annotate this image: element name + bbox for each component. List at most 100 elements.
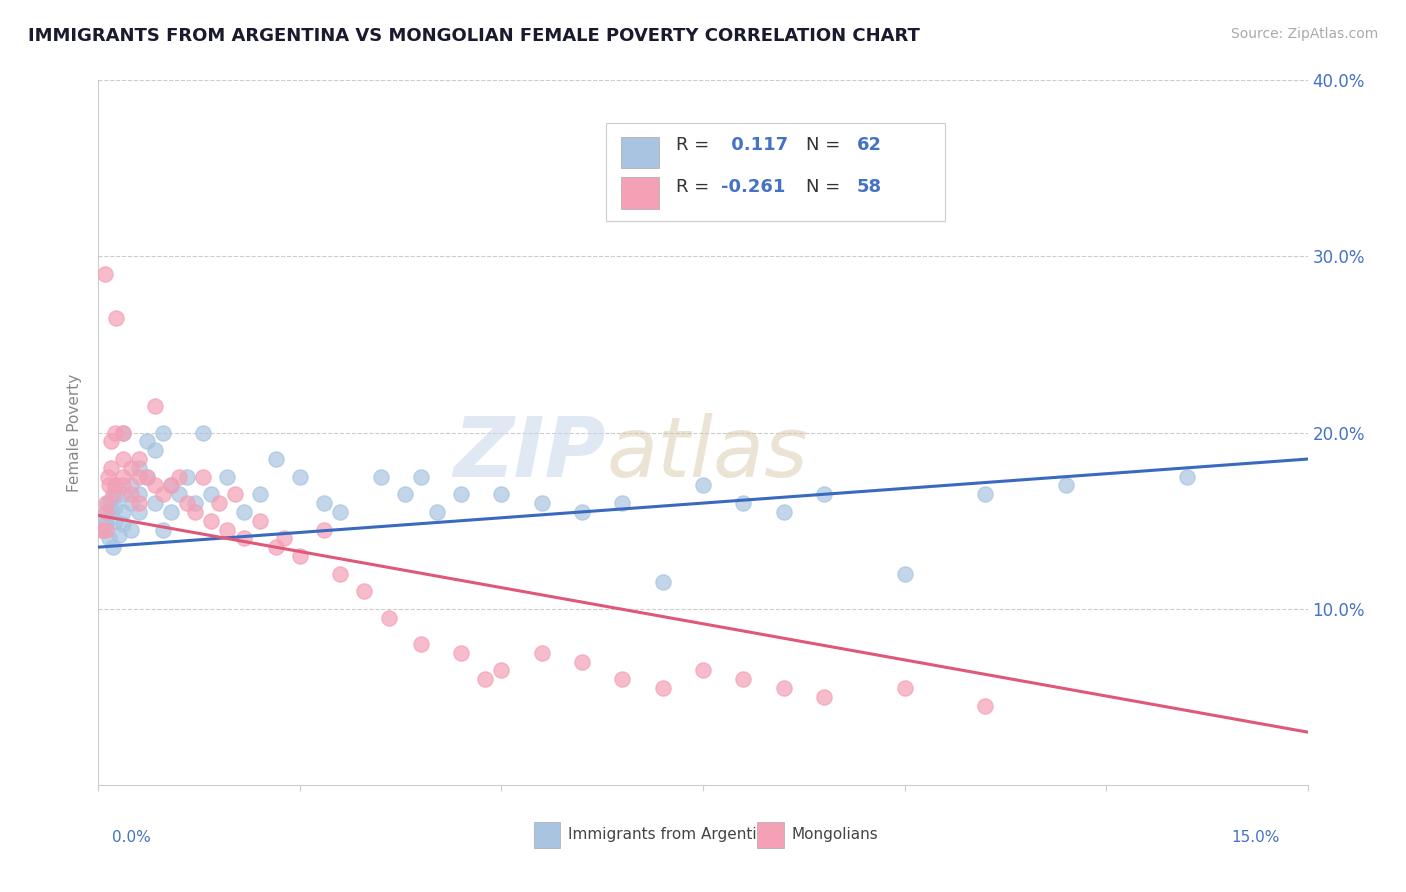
Point <box>120 478 142 492</box>
Text: 0.0%: 0.0% <box>112 830 152 845</box>
Point <box>111 478 134 492</box>
Point <box>91 523 114 537</box>
Point <box>176 469 198 483</box>
Point <box>571 505 593 519</box>
Point <box>772 681 794 695</box>
Point <box>426 505 449 519</box>
Bar <box>621 136 659 169</box>
Point <box>128 460 150 475</box>
Point <box>409 469 432 483</box>
Point <box>612 496 634 510</box>
Point <box>135 469 157 483</box>
Text: 0.117: 0.117 <box>724 136 787 154</box>
Point <box>200 487 222 501</box>
Point <box>813 690 835 704</box>
Point <box>160 478 183 492</box>
Point <box>264 540 287 554</box>
Point <box>377 610 399 624</box>
Point <box>200 514 222 528</box>
Point <box>160 478 183 492</box>
Point <box>167 469 190 483</box>
Point <box>135 469 157 483</box>
Point <box>105 311 128 326</box>
Point <box>111 487 134 501</box>
Text: R =: R = <box>676 136 716 154</box>
Point <box>128 505 150 519</box>
Point <box>353 584 375 599</box>
Bar <box>758 822 785 848</box>
Text: ZIP: ZIP <box>454 413 606 494</box>
Point <box>97 478 120 492</box>
Point <box>571 655 593 669</box>
Point <box>101 487 124 501</box>
Point <box>530 496 553 510</box>
Text: Immigrants from Argentina: Immigrants from Argentina <box>568 827 775 842</box>
Point <box>111 517 134 532</box>
Point <box>184 505 207 519</box>
Point <box>491 487 513 501</box>
Point <box>974 487 997 501</box>
Point <box>128 496 150 510</box>
Point <box>120 523 142 537</box>
Point <box>893 681 915 695</box>
Point <box>152 523 174 537</box>
Point <box>128 469 150 483</box>
Point <box>143 496 166 510</box>
Point <box>103 478 125 492</box>
Point <box>772 505 794 519</box>
Point <box>120 487 142 501</box>
Point <box>651 575 673 590</box>
Point <box>974 698 997 713</box>
Point <box>1054 478 1077 492</box>
Point <box>94 514 117 528</box>
Point <box>111 452 134 467</box>
Point <box>184 496 207 510</box>
Point <box>101 540 124 554</box>
Point <box>217 469 239 483</box>
Point <box>314 496 336 510</box>
Point <box>329 566 352 581</box>
Point <box>97 531 120 545</box>
Point <box>160 505 183 519</box>
Point <box>612 673 634 687</box>
Point <box>135 434 157 449</box>
Y-axis label: Female Poverty: Female Poverty <box>67 374 83 491</box>
Point <box>530 646 553 660</box>
Point <box>143 443 166 458</box>
Point <box>120 496 142 510</box>
Point <box>143 478 166 492</box>
Point <box>249 514 271 528</box>
Point <box>314 523 336 537</box>
Point <box>103 478 125 492</box>
Point <box>96 517 118 532</box>
Text: N =: N = <box>806 178 846 196</box>
Point <box>450 646 472 660</box>
Text: 58: 58 <box>856 178 882 196</box>
Text: -0.261: -0.261 <box>721 178 786 196</box>
Bar <box>621 177 659 209</box>
Point <box>394 487 416 501</box>
Point <box>288 469 311 483</box>
Point <box>208 496 231 510</box>
Text: Source: ZipAtlas.com: Source: ZipAtlas.com <box>1230 27 1378 41</box>
Point <box>264 452 287 467</box>
Point <box>128 487 150 501</box>
Point <box>273 531 295 545</box>
Point <box>103 500 125 514</box>
Point <box>96 523 118 537</box>
Point <box>120 460 142 475</box>
Point <box>107 528 129 542</box>
Point <box>167 487 190 501</box>
Point <box>232 531 254 545</box>
Point <box>128 452 150 467</box>
Point <box>692 478 714 492</box>
Point <box>176 496 198 510</box>
Point <box>217 523 239 537</box>
Point <box>105 487 128 501</box>
Point <box>100 460 122 475</box>
Point <box>152 487 174 501</box>
Bar <box>534 822 561 848</box>
Point <box>193 425 215 440</box>
Point <box>96 505 118 519</box>
Point <box>94 267 117 281</box>
